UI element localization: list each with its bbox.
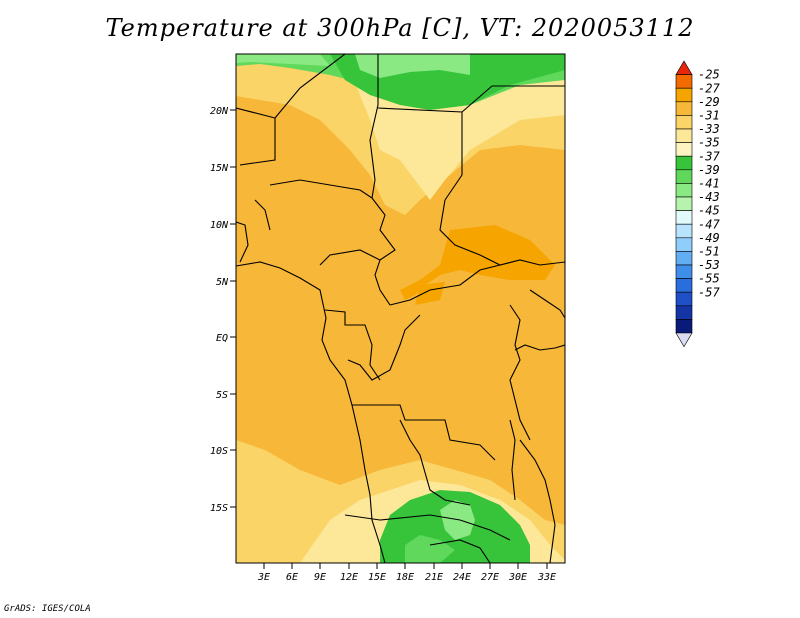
colorbar-label: -55 xyxy=(698,272,720,286)
coastline-borders xyxy=(236,54,565,563)
colorbar-swatch xyxy=(675,128,693,143)
colorbar-swatch xyxy=(675,332,693,348)
x-tick-label: 15E xyxy=(368,572,386,583)
colorbar-swatch xyxy=(675,196,693,211)
colorbar-swatch xyxy=(675,264,693,279)
x-tick-label: 3E xyxy=(257,572,270,583)
colorbar: -25-27-29-31-33-35-37-39-41-43-45-47-49-… xyxy=(675,60,720,348)
map-title: Temperature at 300hPa [C], VT: 202005311… xyxy=(105,14,695,42)
colorbar-label: -53 xyxy=(698,258,720,272)
x-tick-label: 27E xyxy=(481,572,499,583)
colorbar-label: -37 xyxy=(698,149,720,163)
y-tick-label: 5S xyxy=(216,390,228,401)
colorbar-label: -47 xyxy=(698,217,720,231)
field-warm-core xyxy=(400,225,555,300)
colorbar-swatch xyxy=(675,251,693,266)
x-axis: 3E 6E 9E 12E 15E 18E 21E 24E 27E 30E 33E xyxy=(257,563,556,583)
colorbar-label: -27 xyxy=(698,81,720,95)
colorbar-swatch xyxy=(675,210,693,225)
colorbar-swatch xyxy=(675,278,693,293)
grads-credit: GrADS: IGES/COLA xyxy=(4,604,91,614)
colorbar-label: -51 xyxy=(698,244,720,258)
x-tick-label: 9E xyxy=(314,572,326,583)
field-warm-patch xyxy=(415,282,445,305)
colorbar-label: -33 xyxy=(698,122,720,136)
colorbar-label: -49 xyxy=(698,231,720,245)
colorbar-swatch xyxy=(675,87,693,103)
colorbar-swatch xyxy=(675,169,693,184)
y-tick-label: 5N xyxy=(216,277,229,288)
y-tick-label: 15N xyxy=(210,163,229,174)
field-north-mint2 xyxy=(236,54,330,66)
colorbar-label: -29 xyxy=(698,95,720,109)
x-tick-label: 24E xyxy=(453,572,471,583)
y-tick-label: 15S xyxy=(210,503,228,514)
colorbar-swatch xyxy=(675,223,693,239)
colorbar-swatch xyxy=(675,142,693,157)
x-tick-label: 21E xyxy=(425,572,443,583)
colorbar-swatch xyxy=(675,237,693,252)
field-west-pale xyxy=(236,455,275,500)
colorbar-label: -39 xyxy=(698,163,720,177)
colorbar-swatch xyxy=(675,183,693,198)
colorbar-label: -43 xyxy=(698,190,720,204)
colorbar-swatch xyxy=(675,115,693,130)
x-tick-label: 30E xyxy=(508,572,527,583)
colorbar-label: -45 xyxy=(698,204,720,218)
colorbar-swatch xyxy=(675,155,693,171)
colorbar-label: -35 xyxy=(698,136,720,150)
colorbar-label: -31 xyxy=(698,108,720,122)
y-tick-label: 10N xyxy=(210,220,229,231)
y-tick-label: 10S xyxy=(210,446,228,457)
colorbar-swatch xyxy=(675,291,693,307)
x-tick-label: 12E xyxy=(340,572,358,583)
colorbar-swatch xyxy=(675,60,693,75)
y-axis: 20N 15N 10N 5N EQ 5S 10S 15S xyxy=(210,106,236,514)
colorbar-swatch xyxy=(675,74,693,89)
colorbar-label: -57 xyxy=(698,285,720,299)
colorbar-label: -41 xyxy=(698,176,720,190)
x-tick-label: 33E xyxy=(537,572,556,583)
x-tick-label: 6E xyxy=(286,572,298,583)
temperature-field xyxy=(236,54,565,563)
colorbar-label: -25 xyxy=(698,68,720,82)
colorbar-swatch xyxy=(675,305,693,320)
y-tick-label: EQ xyxy=(216,333,228,344)
colorbar-swatch xyxy=(675,319,693,334)
x-tick-label: 18E xyxy=(396,572,414,583)
plot-frame xyxy=(235,53,566,564)
colorbar-swatch xyxy=(675,101,693,116)
field-south-lightgreen xyxy=(405,535,455,563)
y-tick-label: 20N xyxy=(210,106,229,117)
field-north-mint xyxy=(355,54,470,78)
